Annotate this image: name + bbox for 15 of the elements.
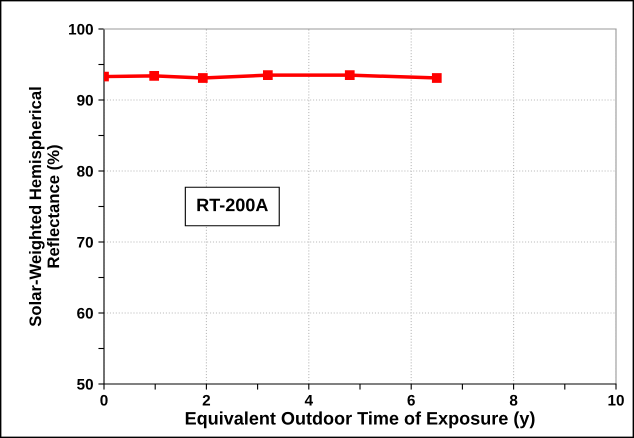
x-tick-label: 0 bbox=[100, 394, 108, 406]
y-tick-label: 100 bbox=[69, 24, 93, 35]
y-tick-label: 60 bbox=[77, 308, 93, 319]
y-tick-label: 50 bbox=[77, 378, 93, 390]
x-tick-label: 4 bbox=[304, 394, 313, 406]
x-axis-title: Equivalent Outdoor Time of Exposure (y) bbox=[186, 411, 535, 428]
annotation: RT-200A bbox=[197, 198, 268, 212]
y-axis-title: Solar-Weighted Hemispherical Reflectance (%) bbox=[28, 87, 63, 326]
x-tick-label: 8 bbox=[510, 394, 518, 406]
x-tick-label: 6 bbox=[408, 394, 415, 406]
x-tick-label: 2 bbox=[202, 394, 210, 406]
x-tick-label: 10 bbox=[608, 394, 624, 406]
y-tick-label: 90 bbox=[77, 94, 93, 106]
y-tick-label: 80 bbox=[77, 166, 93, 177]
y-tick-label: 70 bbox=[77, 236, 93, 248]
